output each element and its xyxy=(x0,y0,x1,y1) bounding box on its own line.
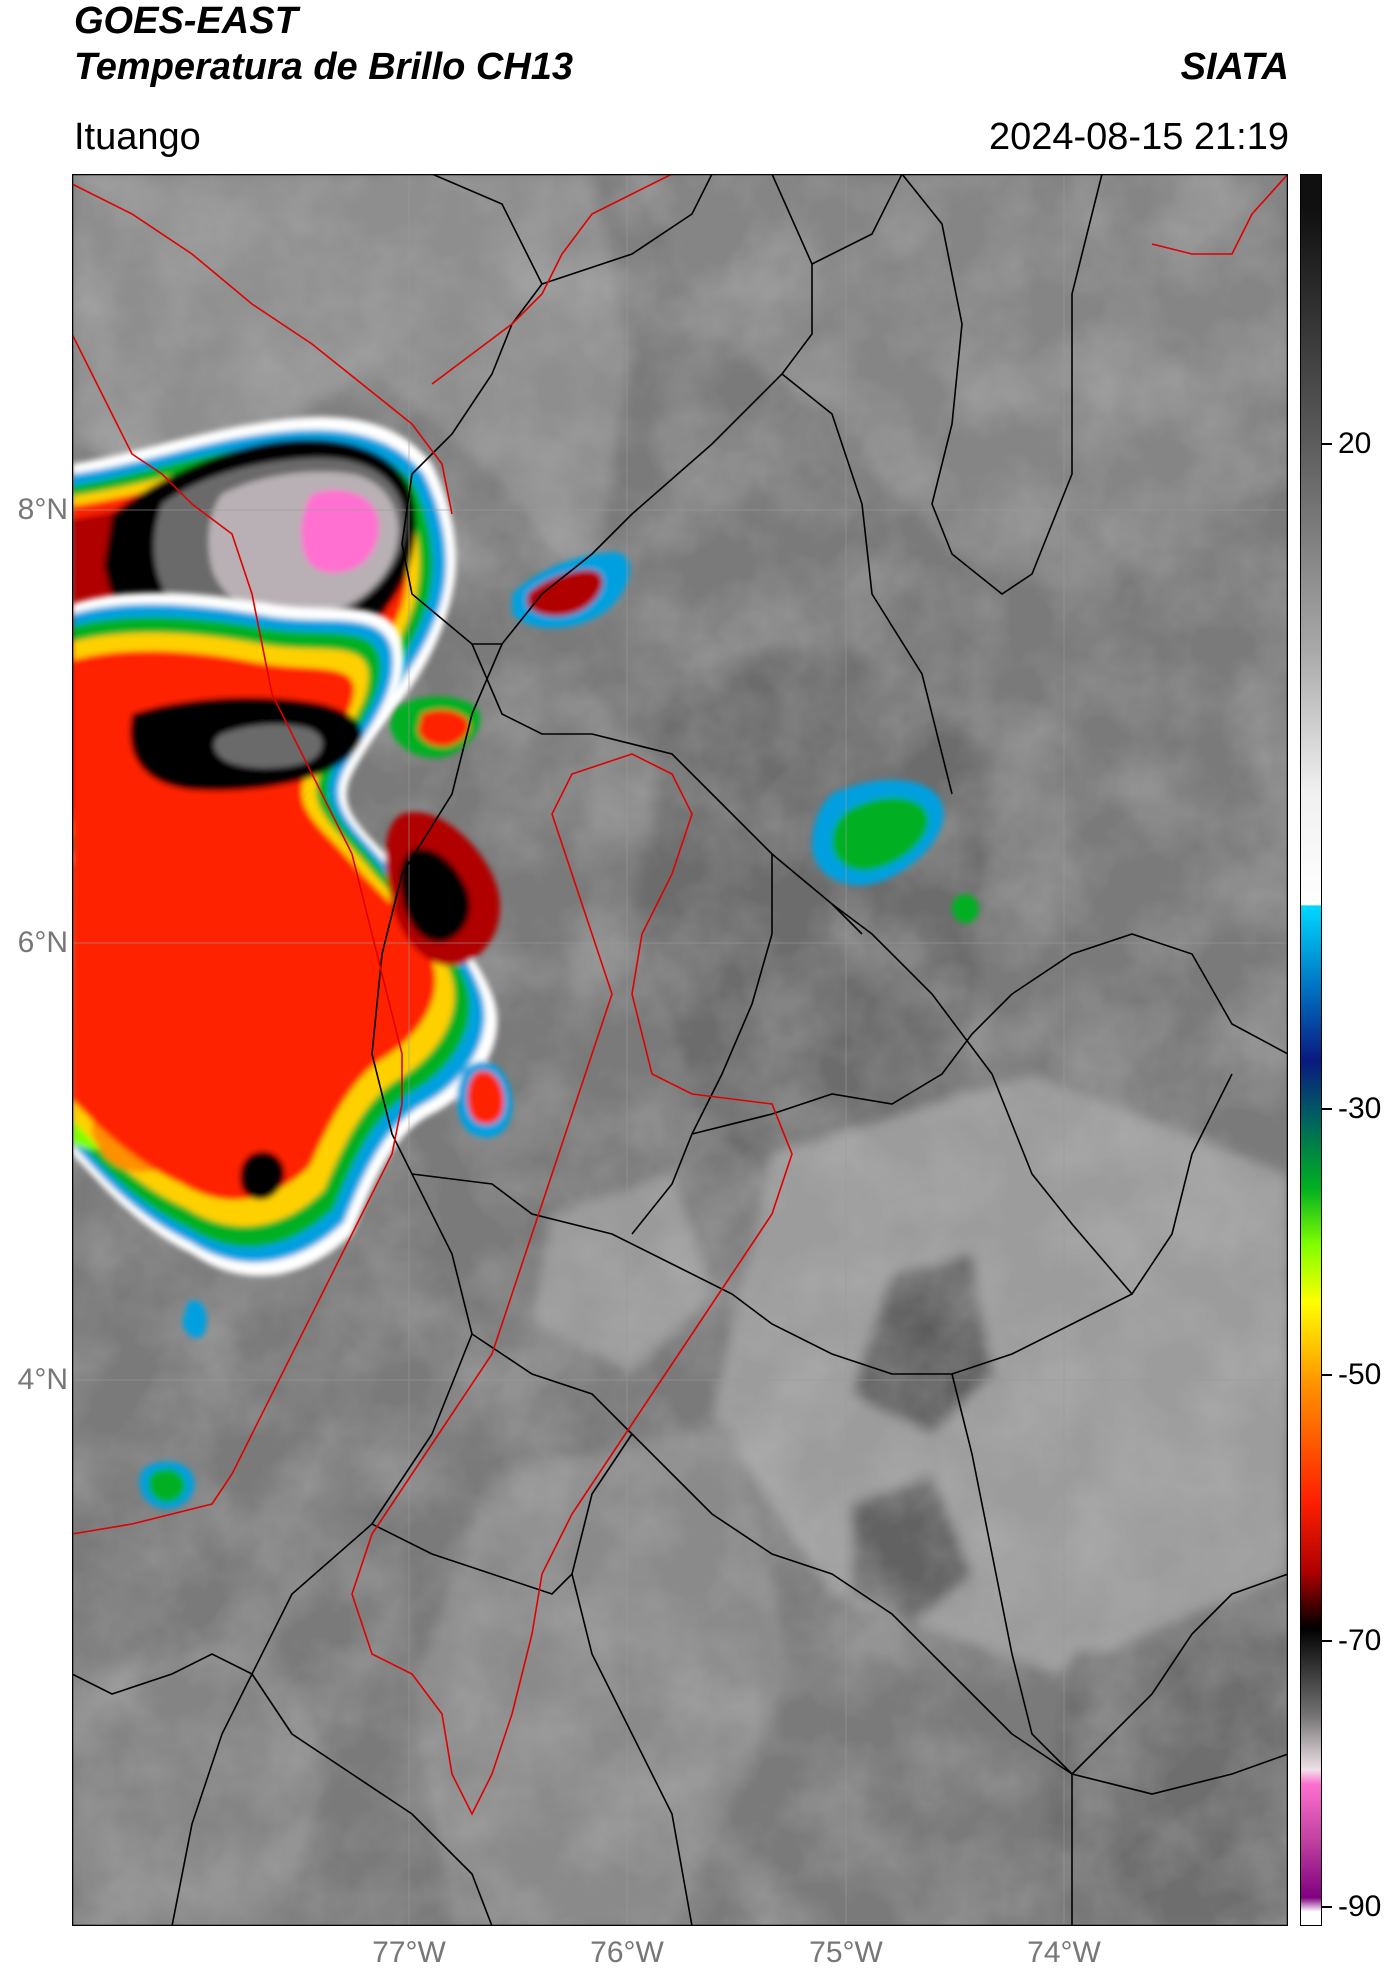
lon-label-74w: 74°W xyxy=(1027,1936,1101,1969)
colorbar-tick-minus90 xyxy=(1322,1906,1332,1908)
colorbar-label-minus70: -70 xyxy=(1338,1624,1382,1657)
organization-label: SIATA xyxy=(1180,46,1289,88)
colorbar-tick-minus30 xyxy=(1322,1108,1332,1110)
location-label: Ituango xyxy=(74,116,201,158)
lon-label-77w: 77°W xyxy=(372,1936,446,1969)
lon-label-76w: 76°W xyxy=(590,1936,664,1969)
border-lines xyxy=(72,174,1288,1816)
graticule xyxy=(72,174,1288,1926)
lat-label-6n: 6°N xyxy=(17,926,68,959)
colorbar-label-minus90: -90 xyxy=(1338,1890,1382,1923)
colorbar-label-20: 20 xyxy=(1338,427,1372,460)
lat-label-8n: 8°N xyxy=(17,493,68,526)
convective-storm-central xyxy=(72,592,979,1509)
department-boundaries xyxy=(72,174,1288,1926)
colorbar-label-minus30: -30 xyxy=(1338,1092,1382,1125)
map-subtitle: Temperatura de Brillo CH13 xyxy=(74,46,574,88)
lat-label-4n: 4°N xyxy=(17,1363,68,1396)
map-frame xyxy=(72,174,1288,1926)
datetime-label: 2024-08-15 21:19 xyxy=(988,116,1289,158)
lon-label-75w: 75°W xyxy=(809,1936,883,1969)
satellite-map[interactable] xyxy=(72,174,1288,1926)
colorbar-label-minus50: -50 xyxy=(1338,1358,1382,1391)
colorbar-tick-20 xyxy=(1322,443,1332,445)
colorbar-tick-minus70 xyxy=(1322,1640,1332,1642)
map-title: GOES-EAST xyxy=(74,0,298,42)
temperature-colorbar xyxy=(1300,174,1322,1926)
colorbar-tick-minus50 xyxy=(1322,1374,1332,1376)
